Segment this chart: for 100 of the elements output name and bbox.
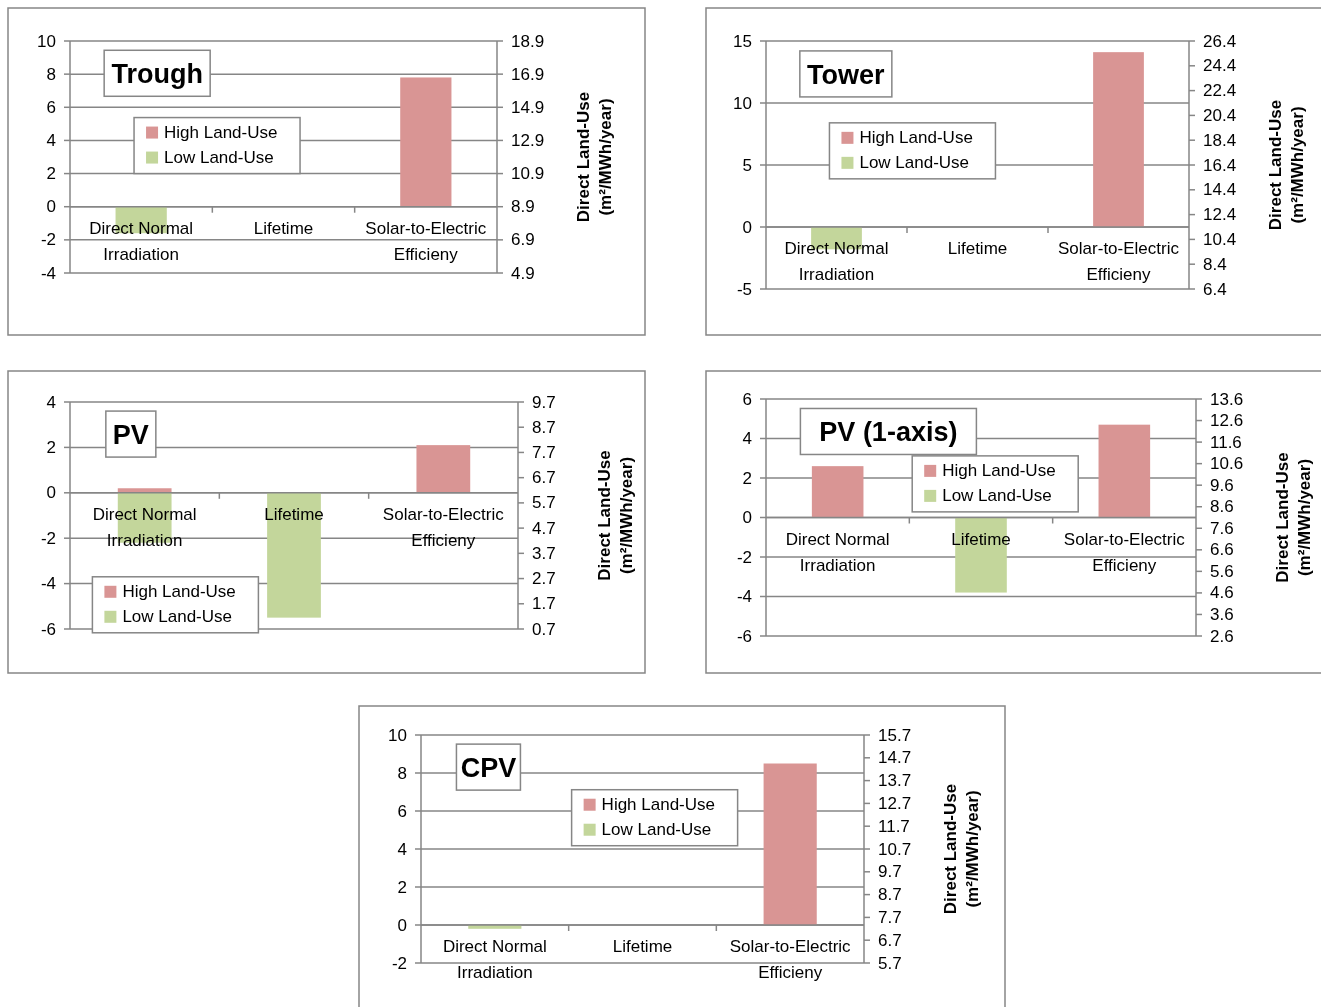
y2-tick-label: 18.9 xyxy=(511,31,545,51)
text: PV xyxy=(112,420,149,451)
y2-tick-label: 10.9 xyxy=(511,164,545,184)
legend-label: High Land-Use xyxy=(859,128,973,148)
y-tick-label: -2 xyxy=(40,230,56,250)
y2-tick-label: 12.7 xyxy=(878,793,912,813)
y2-tick-label: 26.4 xyxy=(1203,31,1237,51)
y2-tick-label: 10.4 xyxy=(1203,229,1237,249)
y2-tick-label: 7.6 xyxy=(1210,518,1234,538)
y2-tick-label: 8.6 xyxy=(1210,497,1234,517)
text: Tower xyxy=(807,59,886,90)
y2-tick-label: 14.7 xyxy=(878,748,912,768)
y-tick-label: 0 xyxy=(397,915,407,935)
y-tick-label: 10 xyxy=(388,725,407,745)
bar xyxy=(416,445,471,493)
x-tick-label: Lifetime xyxy=(264,504,324,524)
y2-tick-label: 7.7 xyxy=(878,907,902,927)
legend-label: High Land-Use xyxy=(942,461,1056,481)
y-tick-label: 2 xyxy=(397,877,407,897)
y2-tick-label: 7.7 xyxy=(532,442,556,462)
y2-axis-title: Direct Land-Use (m²/MWh/year) xyxy=(574,91,615,223)
y-tick-label: 10 xyxy=(37,31,56,51)
y2-tick-label: 8.4 xyxy=(1203,254,1227,274)
x-tick-label: Direct Normal Irradiation xyxy=(785,529,890,575)
y2-tick-label: 6.4 xyxy=(1203,279,1227,299)
y2-tick-label: 6.7 xyxy=(532,468,556,488)
text: CPV xyxy=(460,753,517,784)
y2-tick-label: 2.6 xyxy=(1210,626,1234,646)
legend-label: High Land-Use xyxy=(601,795,716,815)
y2-tick-label: 3.7 xyxy=(532,543,556,563)
y2-tick-label: 11.7 xyxy=(878,816,910,836)
y-tick-label: 6 xyxy=(397,801,407,821)
x-tick-label: Direct Normal Irradiation xyxy=(89,218,194,264)
y2-axis-title: Direct Land-Use (m²/MWh/year) xyxy=(941,783,982,915)
y2-axis-title: Direct Land-Use (m²/MWh/year) xyxy=(1273,452,1314,583)
y2-tick-label: 18.4 xyxy=(1203,130,1237,150)
legend-label: Low Land-Use xyxy=(122,607,233,627)
y2-tick-label: 9.7 xyxy=(878,862,902,882)
y2-tick-label: 0.7 xyxy=(532,619,556,639)
y2-tick-label: 14.4 xyxy=(1203,180,1237,200)
text: Trough xyxy=(111,59,203,90)
y2-tick-label: 16.4 xyxy=(1203,155,1237,175)
x-tick-label: Solar-to-Electric Efficieny xyxy=(1058,239,1180,284)
y-tick-label: -2 xyxy=(391,953,407,973)
legend-label: Low Land-Use xyxy=(601,820,712,840)
y2-tick-label: 9.7 xyxy=(532,392,556,412)
y2-tick-label: 5.6 xyxy=(1210,561,1234,581)
y-tick-label: 2 xyxy=(46,437,56,457)
y2-tick-label: 8.7 xyxy=(532,417,556,437)
x-tick-label: Direct Normal Irradiation xyxy=(784,239,889,284)
y2-tick-label: 3.6 xyxy=(1210,604,1234,624)
y2-tick-label: 6.9 xyxy=(511,230,535,250)
y2-tick-label: 13.6 xyxy=(1210,389,1244,409)
x-tick-label: Solar-to-Electric Efficieny xyxy=(382,504,505,550)
y2-tick-label: 2.7 xyxy=(532,569,556,589)
legend-label: Low Land-Use xyxy=(164,148,274,168)
y2-tick-label: 12.6 xyxy=(1210,411,1244,431)
y2-tick-label: 14.9 xyxy=(511,97,545,117)
y-tick-label: 2 xyxy=(46,164,56,184)
y-tick-label: 15 xyxy=(733,31,752,51)
bar xyxy=(267,492,321,618)
y-tick-label: -6 xyxy=(40,619,56,639)
y2-axis-title: Direct Land-Use (m²/MWh/year) xyxy=(1266,99,1307,231)
y2-tick-label: 9.6 xyxy=(1210,475,1234,495)
y-tick-label: 6 xyxy=(46,97,56,117)
y2-tick-label: 12.4 xyxy=(1203,205,1237,225)
bar xyxy=(811,466,864,518)
x-tick-label: Lifetime xyxy=(253,218,314,238)
y-tick-label: 8 xyxy=(397,763,407,783)
y-tick-label: 0 xyxy=(46,483,56,503)
y2-axis-title: Direct Land-Use (m²/MWh/year) xyxy=(595,450,636,581)
legend-label: Low Land-Use xyxy=(942,486,1052,506)
legend-label: High Land-Use xyxy=(164,123,278,143)
text: PV (1-axis) xyxy=(819,417,958,448)
y2-tick-label: 8.9 xyxy=(511,197,535,217)
x-tick-label: Lifetime xyxy=(612,937,673,956)
y-tick-label: -2 xyxy=(40,528,56,548)
y2-tick-label: 4.6 xyxy=(1210,583,1234,603)
y-tick-label: -5 xyxy=(736,279,752,299)
y2-tick-label: 11.6 xyxy=(1210,432,1242,452)
x-tick-label: Solar-to-Electric Efficieny xyxy=(1063,529,1186,575)
y-tick-label: 0 xyxy=(742,508,752,527)
y2-tick-label: 16.9 xyxy=(511,64,545,84)
y2-tick-label: 15.7 xyxy=(878,725,912,745)
y-tick-label: 4 xyxy=(742,429,752,448)
y2-tick-label: 5.7 xyxy=(878,953,902,973)
y-tick-label: 4 xyxy=(46,392,56,412)
y2-tick-label: 6.6 xyxy=(1210,540,1234,560)
y2-tick-label: 20.4 xyxy=(1203,105,1237,125)
y-tick-label: 5 xyxy=(742,155,752,175)
y2-tick-label: 1.7 xyxy=(532,594,556,614)
y2-tick-label: 10.7 xyxy=(878,839,912,859)
y-tick-label: 6 xyxy=(742,389,752,409)
x-tick-label: Solar-to-Electric Efficieny xyxy=(729,937,852,982)
x-tick-label: Direct Normal Irradiation xyxy=(92,504,197,550)
y-tick-label: -4 xyxy=(736,587,752,606)
legend-label: High Land-Use xyxy=(122,582,236,602)
y-tick-label: -4 xyxy=(40,574,56,594)
y-tick-label: -4 xyxy=(40,263,56,283)
y-tick-label: 2 xyxy=(742,468,752,488)
